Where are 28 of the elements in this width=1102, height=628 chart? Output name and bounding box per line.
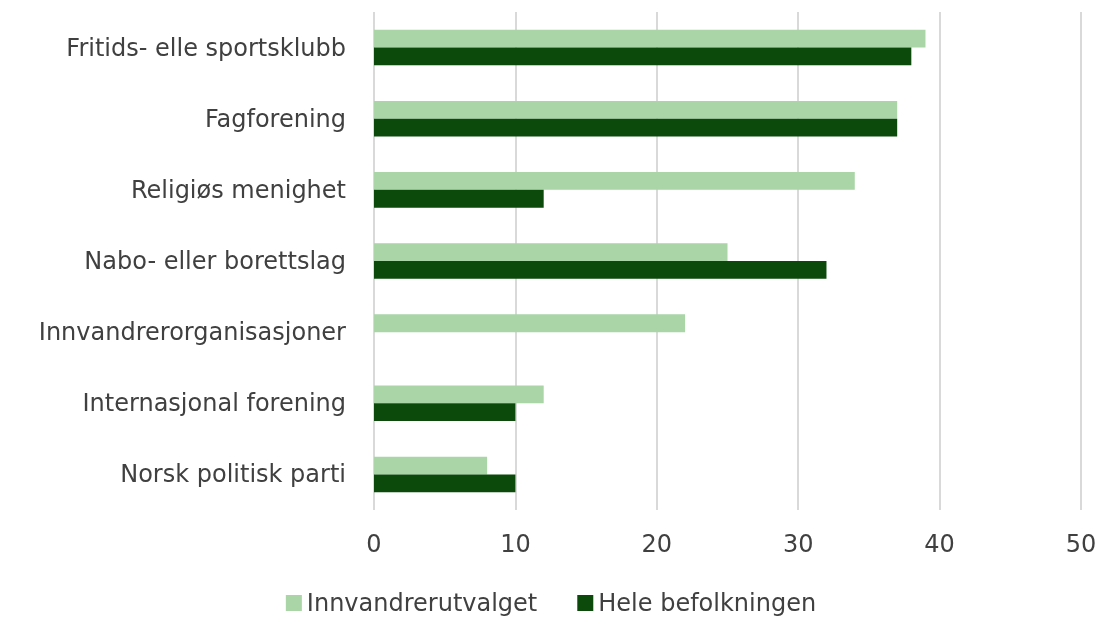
- x-tick-label: 40: [924, 530, 955, 558]
- y-tick-label: Religiøs menighet: [130, 175, 346, 204]
- bar: [374, 118, 898, 137]
- y-tick-label: Fritids- elle sportsklubb: [66, 33, 346, 62]
- bar: [374, 261, 827, 279]
- bar: [374, 456, 488, 475]
- x-tick-label: 10: [500, 530, 531, 558]
- bar: [374, 172, 855, 190]
- legend-label: Innvandrerutvalget: [306, 589, 538, 617]
- bar: [374, 314, 686, 333]
- bar: [374, 189, 544, 208]
- y-tick-label: Internasjonal forening: [82, 389, 346, 418]
- bar: [374, 385, 544, 404]
- y-tick-label: Innvandrerorganisasjoner: [38, 318, 347, 347]
- bar: [374, 403, 516, 422]
- y-tick-label: Norsk politisk parti: [120, 460, 346, 489]
- bar: [374, 100, 898, 119]
- x-tick-label: 20: [641, 530, 673, 558]
- y-tick-label: Fagforening: [204, 104, 346, 133]
- x-tick-label: 30: [782, 530, 814, 558]
- x-tick-label: 50: [1065, 530, 1097, 558]
- bar: [374, 47, 912, 66]
- x-tick-label: 0: [366, 530, 382, 558]
- bar: [374, 243, 728, 261]
- bar: [374, 29, 926, 48]
- y-tick-label: Nabo- eller borettslag: [84, 247, 346, 275]
- bar: [374, 474, 516, 493]
- legend-label: Hele befolkningen: [598, 589, 817, 617]
